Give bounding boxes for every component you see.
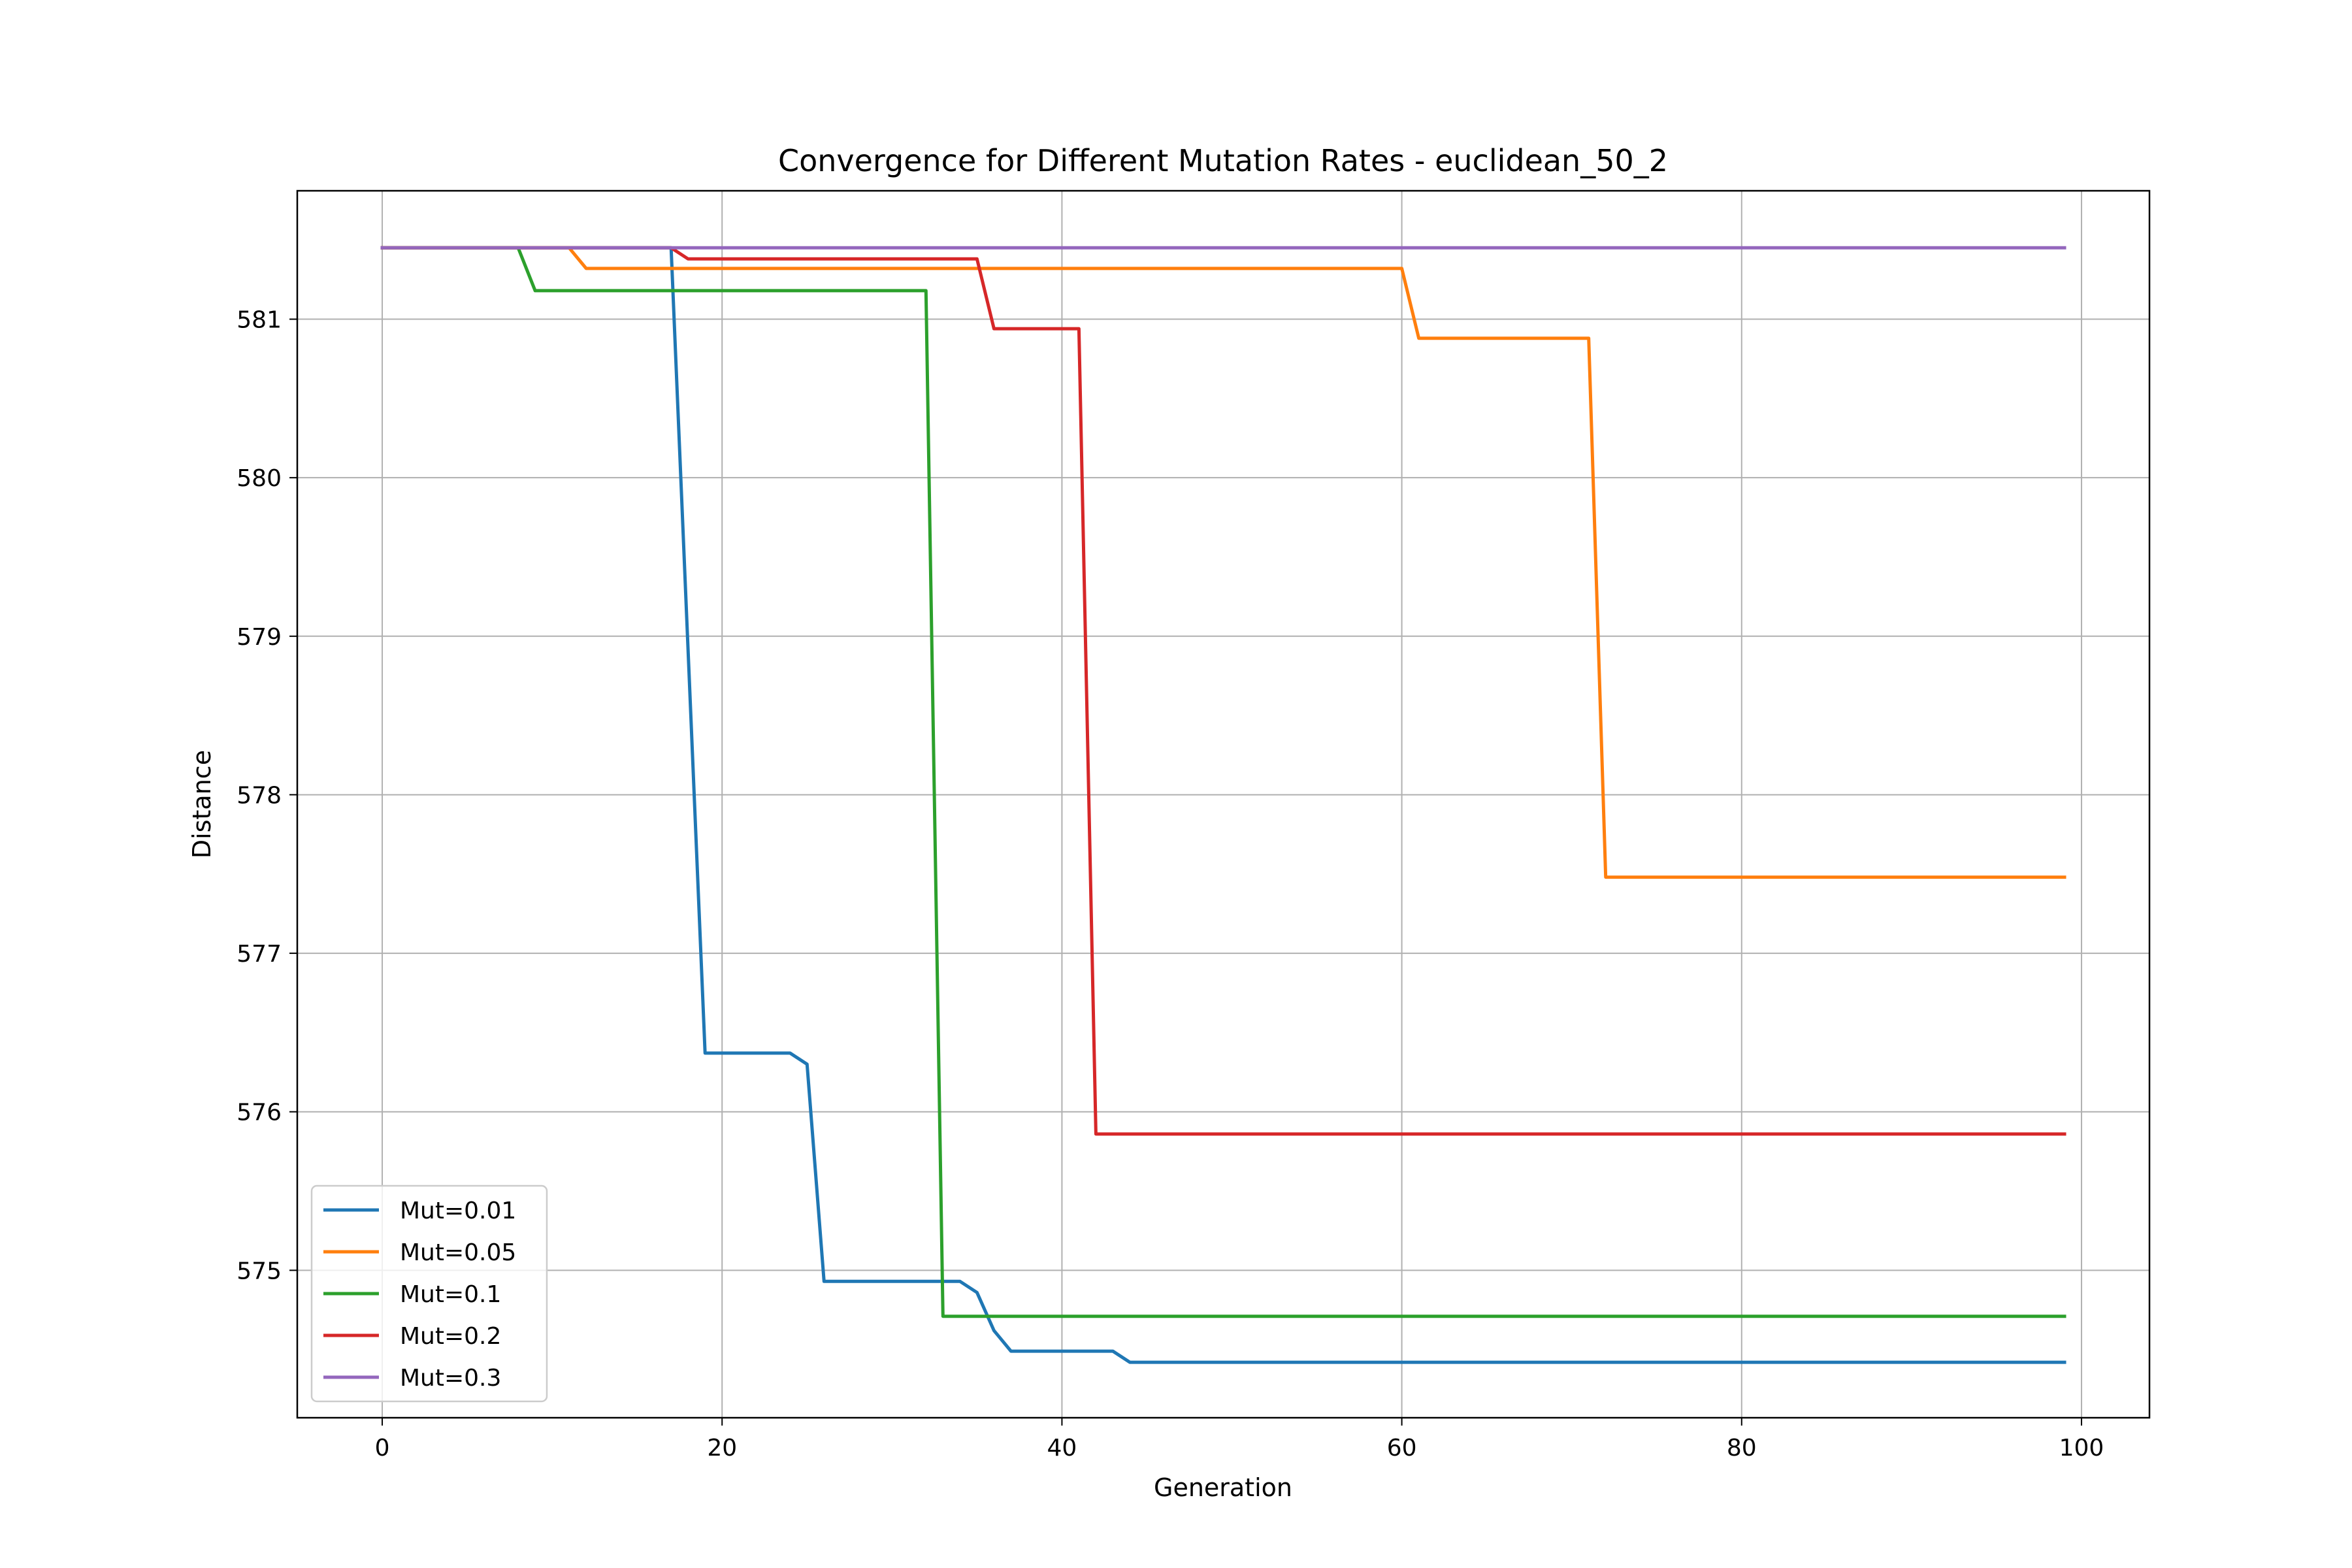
x-axis-label: Generation — [1154, 1473, 1292, 1502]
y-axis: 575 576 577 578 579 580 581 — [237, 307, 297, 1284]
chart-title: Convergence for Different Mutation Rates… — [778, 143, 1668, 178]
y-tick-label: 579 — [237, 624, 282, 651]
x-tick-label: 60 — [1387, 1435, 1417, 1462]
grid-lines — [297, 191, 2149, 1418]
y-axis-label: Distance — [188, 750, 216, 858]
x-tick-label: 80 — [1727, 1435, 1757, 1462]
series-line-Mut=0.05 — [380, 246, 2066, 879]
y-tick-label: 575 — [237, 1258, 282, 1284]
legend-label: Mut=0.01 — [400, 1198, 516, 1224]
legend: Mut=0.01 Mut=0.05 Mut=0.1 Mut=0.2 Mut=0.3 — [310, 1184, 548, 1403]
series-line-Mut=0.01 — [380, 246, 2066, 1364]
series-lines — [380, 246, 2066, 1364]
x-tick-label: 0 — [375, 1435, 390, 1462]
x-tick-label: 100 — [2059, 1435, 2104, 1462]
series-line-Mut=0.2 — [380, 246, 2066, 1136]
plot-area — [380, 246, 2066, 1364]
x-axis: 0 20 40 60 80 100 — [375, 1418, 2104, 1462]
y-tick-label: 578 — [237, 782, 282, 809]
legend-label: Mut=0.1 — [400, 1281, 501, 1308]
x-tick-label: 40 — [1047, 1435, 1077, 1462]
legend-box — [310, 1184, 548, 1403]
y-tick-label: 576 — [237, 1100, 282, 1126]
legend-label: Mut=0.05 — [400, 1239, 516, 1266]
y-tick-label: 581 — [237, 307, 282, 334]
legend-label: Mut=0.2 — [400, 1323, 501, 1350]
y-tick-label: 580 — [237, 465, 282, 492]
y-tick-label: 577 — [237, 941, 282, 968]
plot-frame — [296, 189, 2151, 1419]
legend-label: Mut=0.3 — [400, 1365, 501, 1392]
x-tick-label: 20 — [707, 1435, 737, 1462]
